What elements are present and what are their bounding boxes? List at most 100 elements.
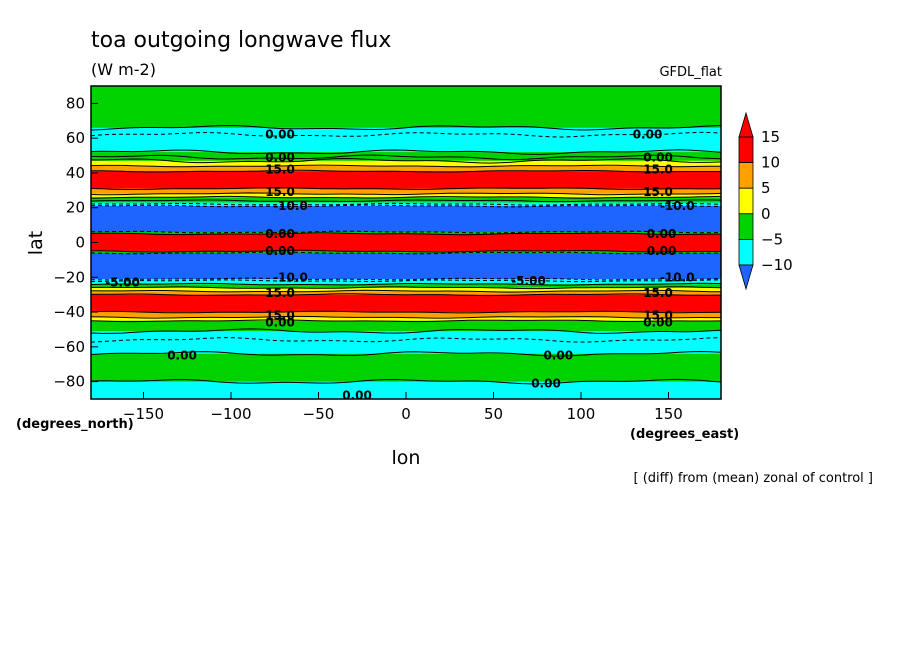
model-label: GFDL_flat bbox=[659, 65, 722, 80]
contour-label-4: 15.0 bbox=[265, 162, 295, 176]
contour-22 bbox=[90, 293, 722, 297]
contour-12 bbox=[90, 204, 722, 208]
contour-label-0: 0.00 bbox=[265, 128, 295, 142]
contour-label-22: 0.00 bbox=[265, 315, 295, 329]
band-16 bbox=[91, 284, 721, 289]
y-tick-label-8: 80 bbox=[66, 94, 85, 112]
contour-23 bbox=[90, 310, 722, 314]
contour-8 bbox=[90, 192, 722, 196]
band-22 bbox=[91, 320, 721, 332]
band-9 bbox=[91, 202, 721, 207]
footnote: [ (diff) from (mean) zonal of control ] bbox=[634, 471, 873, 486]
contour-label-15: -10.0 bbox=[660, 270, 695, 284]
contour-label-2: 0.00 bbox=[265, 150, 295, 164]
contour-6 bbox=[90, 169, 722, 173]
contour-24 bbox=[90, 315, 721, 319]
y-tick-label-2: −40 bbox=[53, 303, 85, 321]
y-tick-label-7: 60 bbox=[66, 129, 85, 147]
y-units-label: (degrees_north) bbox=[16, 417, 134, 432]
contour-17 bbox=[90, 277, 722, 281]
band-17 bbox=[91, 287, 721, 292]
contour-9 bbox=[90, 195, 722, 199]
colorbar-swatch-0 bbox=[738, 136, 754, 164]
colorbar-label-3: 0 bbox=[761, 205, 771, 223]
contour-3 bbox=[90, 154, 722, 161]
band-11 bbox=[91, 232, 721, 235]
contour-label-11: 0.00 bbox=[647, 227, 677, 241]
band-5 bbox=[91, 171, 721, 190]
contour-13 bbox=[90, 230, 722, 234]
colorbar-label-4: −5 bbox=[761, 230, 783, 248]
contour-label-12: 0.00 bbox=[265, 244, 295, 258]
band-10 bbox=[91, 205, 721, 233]
contour-label-14: -10.0 bbox=[273, 270, 308, 284]
contour-label-21: 15.0 bbox=[643, 309, 673, 323]
x-tick-label-0: −150 bbox=[123, 405, 164, 423]
contour-11 bbox=[90, 202, 722, 206]
band-14 bbox=[91, 252, 721, 280]
contour-0 bbox=[90, 124, 722, 131]
x-units-label: (degrees_east) bbox=[630, 427, 739, 442]
contour-label-3: 0.00 bbox=[643, 150, 673, 164]
colorbar-under-arrow bbox=[738, 264, 754, 291]
contour-label-5: 15.0 bbox=[643, 162, 673, 176]
plot-area bbox=[91, 86, 721, 400]
contour-25 bbox=[90, 319, 722, 323]
contour-label-8: -10.0 bbox=[273, 199, 308, 213]
band-25 bbox=[91, 381, 721, 400]
colorbar-swatch-3 bbox=[738, 213, 754, 240]
contour-27 bbox=[90, 337, 722, 343]
colorbar-label-1: 10 bbox=[761, 154, 780, 172]
x-axis: −150 −100 −50 0 50 100 150 bbox=[123, 392, 683, 423]
contour-label-20: 15.0 bbox=[265, 309, 295, 323]
colorbar-label-0: 15 bbox=[761, 128, 780, 146]
contour-26 bbox=[90, 328, 722, 334]
colorbar-swatch-2 bbox=[738, 187, 754, 215]
x-axis-label: lon bbox=[392, 447, 421, 469]
chart-title: toa outgoing longwave flux bbox=[91, 28, 391, 53]
band-23 bbox=[91, 331, 721, 355]
band-20 bbox=[91, 312, 721, 318]
contour-15 bbox=[90, 249, 721, 253]
contour-label-26: 0.00 bbox=[531, 376, 561, 390]
band-6 bbox=[91, 188, 721, 195]
band-7 bbox=[91, 193, 721, 198]
band-19 bbox=[91, 294, 721, 313]
colorbar: 15 10 5 0 −5 −10 bbox=[738, 111, 793, 291]
contour-label-9: -10.0 bbox=[660, 199, 695, 213]
band-21 bbox=[91, 317, 721, 322]
x-tick-label-1: −100 bbox=[210, 405, 251, 423]
colorbar-over-arrow bbox=[738, 111, 754, 138]
contour-label-25: 0.00 bbox=[543, 349, 573, 363]
colorbar-label-2: 5 bbox=[761, 179, 771, 197]
contour-18 bbox=[90, 279, 722, 283]
band-24 bbox=[91, 353, 721, 383]
contour-19 bbox=[90, 282, 722, 286]
band-4 bbox=[91, 165, 721, 172]
contour-4 bbox=[90, 157, 722, 164]
colorbar-label-5: −10 bbox=[761, 256, 793, 274]
contour-16 bbox=[90, 251, 722, 255]
colorbar-swatch-4 bbox=[738, 238, 754, 266]
contour-label-1: 0.00 bbox=[633, 128, 663, 142]
x-tick-label-2: −50 bbox=[303, 405, 335, 423]
contour-5 bbox=[90, 164, 721, 168]
contour-label-7: 15.0 bbox=[643, 185, 673, 199]
contour-label-6: 15.0 bbox=[265, 185, 295, 199]
contour-label-16: -5.00 bbox=[511, 274, 546, 288]
y-tick-label-6: 40 bbox=[66, 164, 85, 182]
contour-label-27: 0.00 bbox=[342, 389, 372, 403]
contour-2 bbox=[90, 149, 722, 155]
contour-10 bbox=[90, 199, 722, 203]
contour-28 bbox=[90, 350, 722, 357]
band-12 bbox=[91, 233, 721, 252]
contour-label-23: 0.00 bbox=[643, 315, 673, 329]
x-tick-label-3: 0 bbox=[401, 405, 411, 423]
colorbar-swatch-1 bbox=[738, 162, 754, 189]
y-tick-label-4: 0 bbox=[75, 234, 85, 252]
band-13 bbox=[91, 251, 721, 254]
contour-20 bbox=[90, 286, 722, 290]
x-tick-label-6: 150 bbox=[654, 405, 683, 423]
